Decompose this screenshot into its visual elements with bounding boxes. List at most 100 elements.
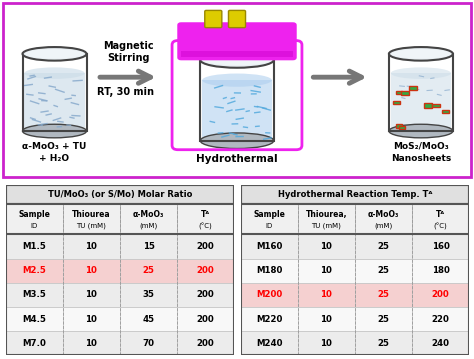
Bar (241, 205, 298, 234)
Text: TU/MoO₃ (or S/Mo) Molar Ratio: TU/MoO₃ (or S/Mo) Molar Ratio (48, 190, 192, 199)
Text: Sample: Sample (18, 210, 50, 219)
Bar (389, 54, 453, 131)
Bar (200, 60, 274, 141)
Bar (63, 205, 120, 234)
Text: ID: ID (266, 223, 273, 229)
Bar (241, 258, 298, 283)
Text: 25: 25 (378, 339, 390, 348)
Bar (120, 307, 177, 331)
Text: M160: M160 (256, 242, 283, 251)
FancyBboxPatch shape (177, 22, 297, 60)
Text: 200: 200 (197, 314, 214, 323)
Bar (6, 331, 63, 355)
Text: 25: 25 (378, 290, 390, 299)
Bar (241, 185, 469, 205)
Text: M1.5: M1.5 (22, 242, 46, 251)
Bar (412, 307, 469, 331)
Bar (177, 307, 234, 331)
Bar (24, 73, 84, 131)
FancyBboxPatch shape (205, 10, 222, 28)
Text: 15: 15 (143, 242, 155, 251)
Ellipse shape (203, 55, 271, 65)
Ellipse shape (392, 49, 451, 59)
Text: 10: 10 (320, 266, 332, 275)
Text: 180: 180 (432, 266, 450, 275)
Bar (298, 258, 355, 283)
Bar (120, 234, 177, 258)
Text: TU (mM): TU (mM) (311, 223, 341, 229)
Bar (6, 283, 63, 307)
Text: 10: 10 (320, 242, 332, 251)
Text: 10: 10 (320, 339, 332, 348)
Bar (177, 283, 234, 307)
Bar (412, 258, 469, 283)
Bar (63, 331, 120, 355)
Text: 10: 10 (320, 290, 332, 299)
Ellipse shape (391, 67, 451, 79)
Text: 25: 25 (378, 314, 390, 323)
Ellipse shape (25, 67, 84, 79)
Ellipse shape (23, 47, 86, 61)
Text: 45: 45 (143, 314, 155, 323)
Bar (412, 234, 469, 258)
Text: α-MoO₃: α-MoO₃ (133, 210, 164, 219)
Text: 200: 200 (432, 290, 449, 299)
Text: 160: 160 (432, 242, 450, 251)
FancyBboxPatch shape (409, 86, 417, 90)
Text: ID: ID (31, 223, 38, 229)
Bar (355, 283, 412, 307)
Ellipse shape (200, 133, 274, 149)
Bar (6, 234, 63, 258)
Text: 200: 200 (197, 290, 214, 299)
Bar (6, 258, 63, 283)
Text: α-MoO₃: α-MoO₃ (368, 210, 399, 219)
Text: M200: M200 (256, 290, 283, 299)
Bar (120, 283, 177, 307)
Text: Thiourea: Thiourea (72, 210, 110, 219)
Text: M7.0: M7.0 (22, 339, 46, 348)
Text: 10: 10 (85, 339, 97, 348)
Text: 25: 25 (378, 266, 390, 275)
Ellipse shape (200, 52, 274, 68)
Ellipse shape (23, 124, 86, 138)
Bar (355, 205, 412, 234)
Text: Magnetic
Stirring: Magnetic Stirring (104, 41, 154, 63)
Text: 10: 10 (85, 266, 97, 275)
Text: M240: M240 (256, 339, 283, 348)
Text: 25: 25 (143, 266, 155, 275)
Text: 10: 10 (85, 242, 97, 251)
Text: 10: 10 (85, 290, 97, 299)
Bar (120, 258, 177, 283)
Text: (mM): (mM) (374, 223, 393, 229)
FancyBboxPatch shape (396, 124, 402, 128)
Bar (355, 258, 412, 283)
Text: Sample: Sample (254, 210, 285, 219)
Ellipse shape (389, 124, 453, 138)
Text: 10: 10 (320, 314, 332, 323)
Ellipse shape (25, 49, 84, 59)
Text: α-MoO₃ + TU
+ H₂O: α-MoO₃ + TU + H₂O (22, 142, 87, 163)
Text: 35: 35 (143, 290, 155, 299)
Ellipse shape (202, 74, 272, 87)
Text: M4.5: M4.5 (22, 314, 46, 323)
Bar (6, 307, 63, 331)
Text: Tᴬ: Tᴬ (436, 210, 445, 219)
Text: MoS₂/MoO₃
Nanosheets: MoS₂/MoO₃ Nanosheets (391, 142, 451, 163)
Bar (391, 73, 451, 131)
FancyBboxPatch shape (442, 110, 449, 113)
Text: M2.5: M2.5 (22, 266, 46, 275)
Bar (6, 185, 234, 205)
Bar (63, 283, 120, 307)
Text: Hydrothermal: Hydrothermal (196, 154, 278, 164)
Bar (412, 205, 469, 234)
Bar (355, 331, 412, 355)
Text: 200: 200 (197, 339, 214, 348)
Bar (120, 205, 177, 234)
Bar (412, 331, 469, 355)
FancyBboxPatch shape (424, 103, 432, 108)
Bar (120, 331, 177, 355)
Bar (202, 80, 272, 141)
Bar (177, 234, 234, 258)
Bar (177, 331, 234, 355)
FancyBboxPatch shape (396, 91, 402, 94)
